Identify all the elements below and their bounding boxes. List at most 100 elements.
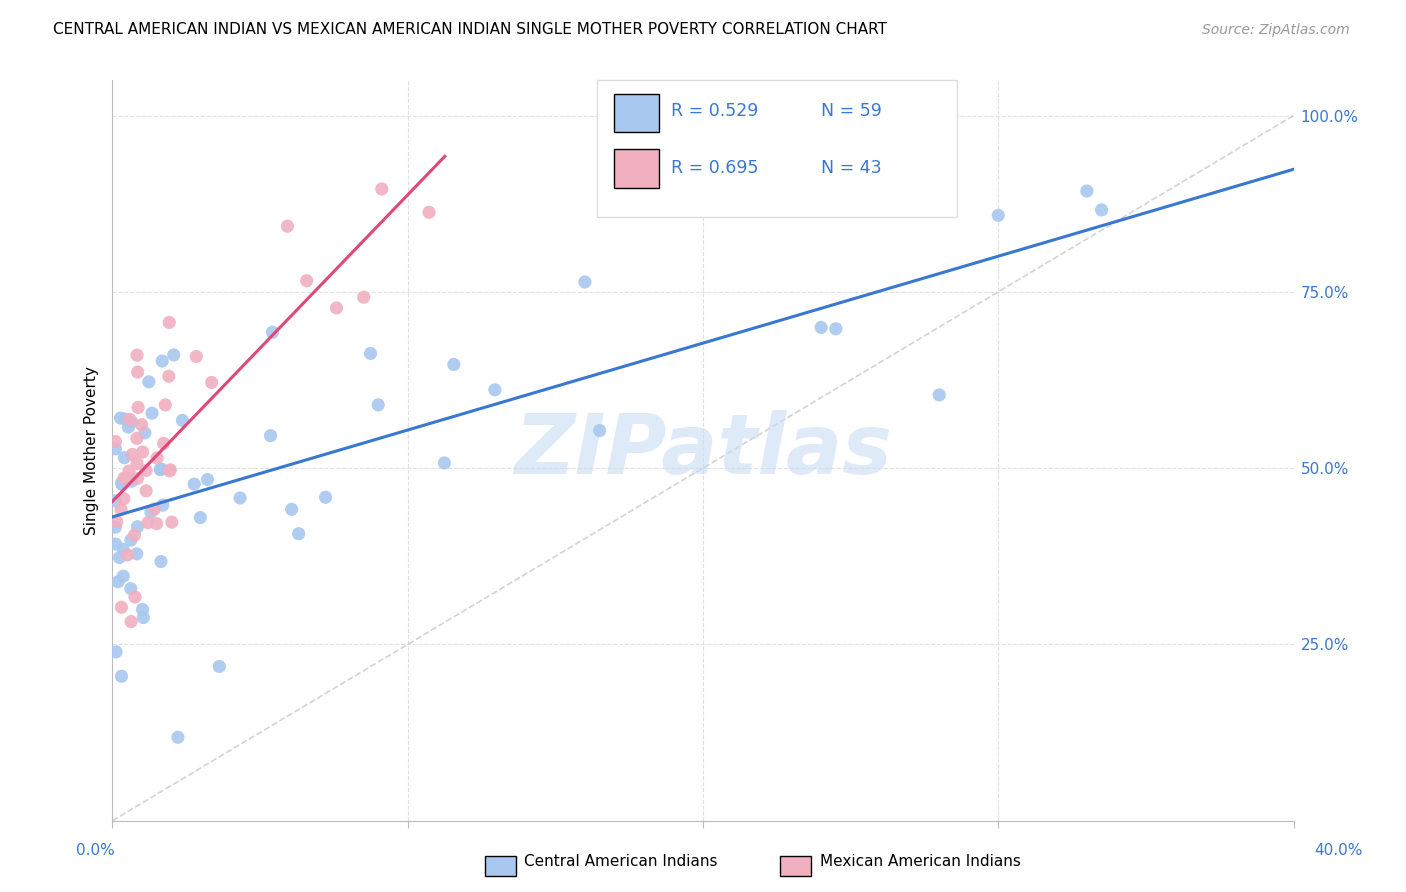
Text: Mexican American Indians: Mexican American Indians: [820, 855, 1021, 869]
Point: [159, 464, 181, 478]
Point: [132, 610, 155, 624]
Point: [117, 471, 139, 485]
Point: [295, 274, 318, 288]
Text: R = 0.695: R = 0.695: [671, 159, 759, 177]
Point: [112, 471, 135, 485]
Point: [141, 406, 163, 420]
FancyBboxPatch shape: [614, 149, 659, 187]
Text: 40.0%: 40.0%: [1315, 843, 1362, 857]
Point: [117, 548, 139, 562]
Point: [325, 301, 347, 315]
Point: [1076, 184, 1098, 198]
Point: [118, 464, 141, 478]
Point: [112, 542, 135, 557]
Point: [146, 450, 169, 465]
Point: [143, 502, 166, 516]
Point: [114, 412, 136, 426]
Point: [127, 401, 149, 415]
Text: N = 43: N = 43: [821, 159, 882, 177]
Point: [259, 428, 281, 442]
Point: [276, 219, 298, 234]
Point: [367, 398, 389, 412]
Text: Central American Indians: Central American Indians: [524, 855, 718, 869]
Point: [120, 615, 142, 629]
Point: [131, 445, 153, 459]
Point: [157, 315, 180, 329]
Point: [197, 473, 219, 487]
Point: [262, 326, 284, 340]
Point: [138, 375, 160, 389]
Point: [131, 602, 153, 616]
Point: [121, 447, 143, 461]
Point: [127, 519, 149, 533]
Point: [127, 365, 149, 379]
Text: Source: ZipAtlas.com: Source: ZipAtlas.com: [1202, 23, 1350, 37]
Point: [125, 547, 148, 561]
Point: [125, 431, 148, 445]
Point: [360, 346, 382, 360]
Point: [172, 413, 194, 427]
Point: [124, 528, 146, 542]
Point: [105, 515, 128, 529]
Point: [104, 442, 127, 456]
Point: [418, 205, 440, 219]
Point: [810, 320, 832, 334]
Point: [201, 376, 224, 390]
Point: [824, 322, 846, 336]
Text: N = 59: N = 59: [821, 103, 882, 120]
Point: [433, 456, 456, 470]
Point: [588, 424, 610, 438]
Point: [280, 502, 302, 516]
Text: ZIPatlas: ZIPatlas: [515, 410, 891, 491]
Point: [167, 731, 190, 745]
Point: [107, 574, 129, 589]
Point: [120, 582, 142, 596]
FancyBboxPatch shape: [596, 80, 957, 218]
Point: [188, 510, 211, 524]
Point: [987, 208, 1010, 222]
Point: [229, 491, 252, 505]
Point: [125, 457, 148, 471]
Point: [120, 533, 142, 547]
Text: R = 0.529: R = 0.529: [671, 103, 758, 120]
Point: [155, 398, 177, 412]
Point: [110, 669, 132, 683]
Point: [111, 477, 134, 491]
FancyBboxPatch shape: [614, 94, 659, 132]
Point: [127, 348, 149, 362]
Point: [118, 412, 141, 426]
Point: [117, 420, 139, 434]
Point: [110, 600, 132, 615]
Point: [152, 498, 174, 512]
Point: [163, 348, 186, 362]
Point: [112, 569, 135, 583]
Point: [145, 516, 167, 531]
Text: 0.0%: 0.0%: [76, 843, 115, 857]
Point: [574, 275, 596, 289]
Point: [124, 590, 146, 604]
Point: [112, 450, 135, 465]
Point: [152, 436, 174, 450]
Point: [160, 515, 183, 529]
Point: [315, 490, 337, 504]
Point: [104, 434, 127, 449]
Point: [121, 415, 143, 429]
Point: [353, 290, 375, 304]
Point: [136, 516, 159, 530]
Text: CENTRAL AMERICAN INDIAN VS MEXICAN AMERICAN INDIAN SINGLE MOTHER POVERTY CORRELA: CENTRAL AMERICAN INDIAN VS MEXICAN AMERI…: [53, 22, 887, 37]
Point: [287, 526, 309, 541]
Point: [135, 463, 157, 477]
Point: [150, 354, 173, 368]
Point: [131, 417, 153, 432]
Point: [104, 520, 127, 534]
Point: [134, 425, 156, 440]
Point: [150, 555, 173, 569]
Point: [159, 463, 181, 477]
Point: [186, 350, 208, 364]
Point: [108, 550, 131, 565]
Point: [1091, 202, 1114, 217]
Point: [149, 462, 172, 476]
Point: [110, 476, 132, 491]
Point: [208, 659, 231, 673]
Y-axis label: Single Mother Poverty: Single Mother Poverty: [83, 366, 98, 535]
